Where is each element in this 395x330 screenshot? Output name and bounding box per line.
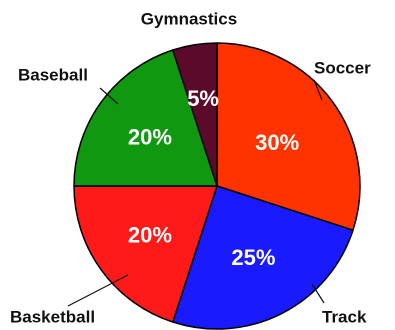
- category-label-baseball: Baseball: [18, 66, 88, 85]
- value-label-basketball: 20%: [128, 222, 172, 247]
- category-label-gymnastics: Gymnastics: [141, 10, 237, 29]
- leader-lines: [67, 79, 325, 307]
- pie-slices: [73, 42, 361, 330]
- category-label-basketball: Basketball: [10, 308, 95, 327]
- value-label-baseball: 20%: [128, 125, 172, 150]
- pie-slice-soccer: [216, 42, 361, 231]
- pie-slice-basketball: [73, 185, 218, 323]
- pie-slice-track: [172, 185, 354, 330]
- leader-line-track: [311, 283, 325, 304]
- category-label-soccer: Soccer: [314, 59, 371, 78]
- category-label-track: Track: [322, 308, 367, 327]
- value-label-soccer: 30%: [255, 130, 299, 155]
- pie-slice-baseball: [73, 49, 218, 187]
- value-label-track: 25%: [231, 245, 275, 270]
- leader-line-basketball: [67, 274, 129, 307]
- value-label-gymnastics: 5%: [187, 86, 219, 111]
- pie-slice-gymnastics: [172, 42, 218, 187]
- category-labels: Soccer Track Basketball Baseball Gymnastics: [10, 10, 371, 327]
- leader-line-soccer: [313, 79, 323, 101]
- percentage-labels: 30% 25% 20% 20% 5%: [128, 86, 299, 270]
- leader-line-baseball: [99, 87, 119, 105]
